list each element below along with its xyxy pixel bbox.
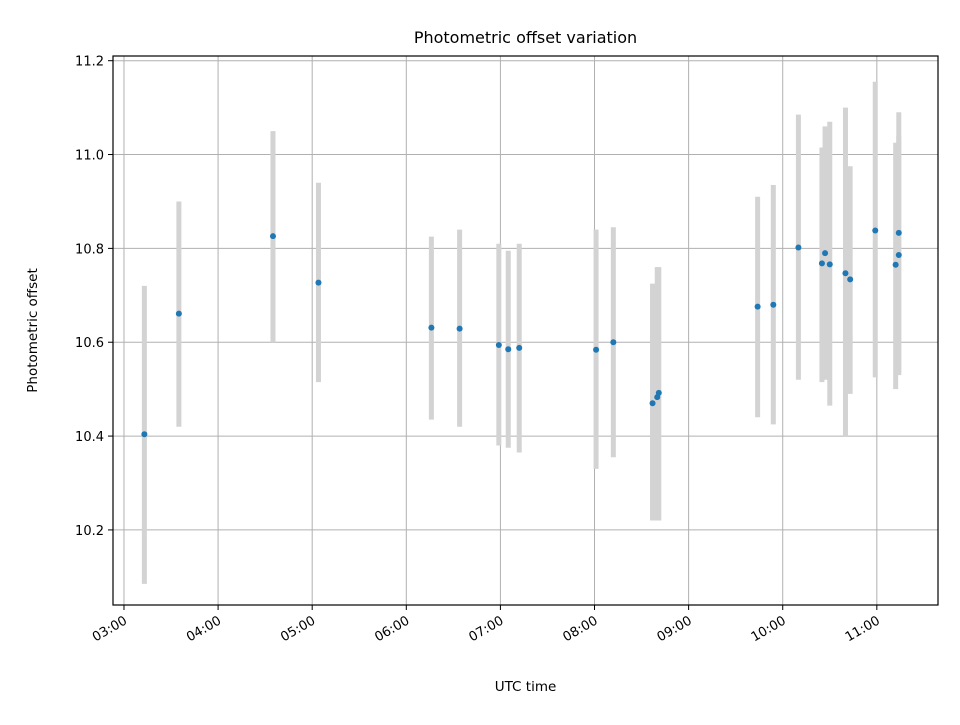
data-point — [610, 339, 617, 346]
data-point — [141, 431, 148, 438]
y-tick-label: 10.2 — [75, 524, 104, 539]
data-point — [770, 301, 777, 308]
data-point — [826, 261, 833, 268]
data-point — [895, 251, 902, 258]
data-point — [593, 346, 600, 353]
data-point — [269, 233, 276, 240]
data-point — [505, 346, 512, 353]
data-point — [842, 270, 849, 277]
data-point — [892, 261, 899, 268]
data-point — [315, 279, 322, 286]
y-tick-label: 10.4 — [75, 430, 104, 445]
y-tick-label: 11.0 — [75, 149, 104, 164]
data-point — [175, 310, 182, 317]
data-point — [428, 324, 435, 331]
data-point — [895, 229, 902, 236]
y-tick-label: 10.8 — [75, 242, 104, 257]
data-point — [655, 389, 662, 396]
y-tick-label: 10.6 — [75, 336, 104, 351]
data-point — [649, 400, 656, 407]
data-point — [516, 344, 523, 351]
data-point — [456, 325, 463, 332]
plot-frame — [112, 55, 939, 606]
y-axis-label: Photometric offset — [25, 268, 41, 392]
data-point — [847, 276, 854, 283]
data-point — [818, 260, 825, 267]
x-axis-label: UTC time — [495, 679, 557, 695]
data-point — [495, 342, 502, 349]
data-point — [795, 244, 802, 251]
data-point — [872, 227, 879, 234]
data-point — [754, 303, 761, 310]
data-points — [141, 227, 902, 438]
y-tick-label: 11.2 — [75, 55, 104, 70]
data-point — [822, 250, 829, 257]
chart-title: Photometric offset variation — [414, 28, 637, 47]
